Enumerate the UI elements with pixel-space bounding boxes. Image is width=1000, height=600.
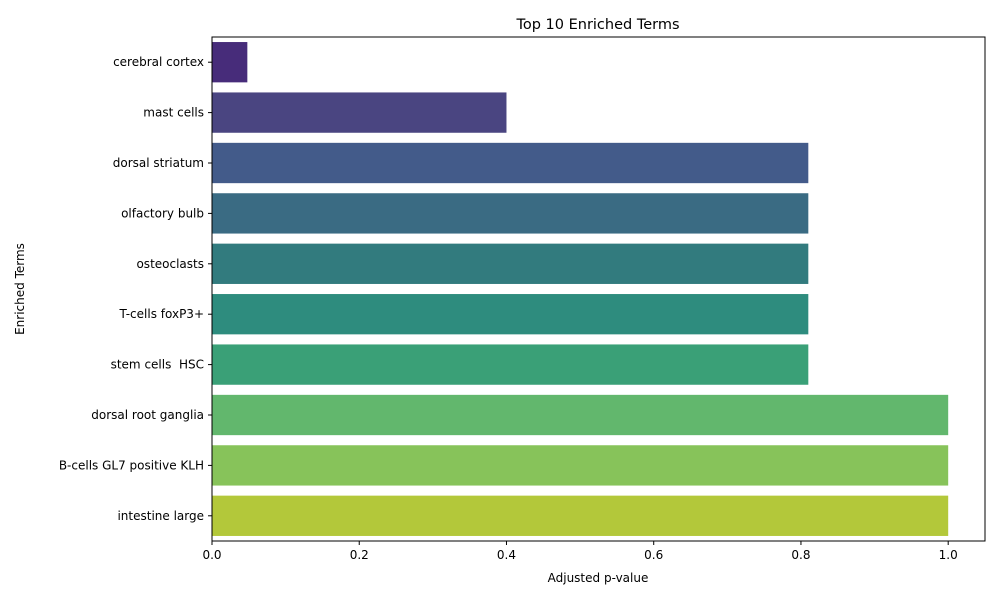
bar xyxy=(212,445,949,486)
y-tick-label: dorsal root ganglia xyxy=(91,408,204,422)
bar xyxy=(212,42,248,83)
y-tick-label: dorsal striatum xyxy=(113,156,204,170)
x-tick-label: 1.0 xyxy=(939,548,958,562)
y-tick-label: olfactory bulb xyxy=(121,206,204,220)
bar xyxy=(212,142,809,184)
bar xyxy=(212,344,809,385)
y-tick-group: cerebral cortex mast cells dorsal striatum… xyxy=(59,55,212,523)
y-tick-label: T-cells foxP3+ xyxy=(119,307,205,321)
y-tick-label: stem cells HSC xyxy=(111,358,204,372)
y-tick-label: osteoclasts xyxy=(136,257,204,271)
x-tick-label: 0.0 xyxy=(202,548,221,562)
x-tick-label: 0.6 xyxy=(644,548,663,562)
x-tick-label: 0.8 xyxy=(791,548,810,562)
x-tick-group: 0.0 0.2 0.4 0.6 0.8 1.0 xyxy=(202,541,958,562)
bar xyxy=(212,394,949,436)
y-tick-label: cerebral cortex xyxy=(113,55,204,69)
y-axis-title: Enriched Terms xyxy=(13,243,27,335)
bar xyxy=(212,495,949,536)
bar xyxy=(212,294,809,335)
x-tick-label: 0.2 xyxy=(350,548,369,562)
y-tick-label: intestine large xyxy=(117,509,204,523)
bar xyxy=(212,193,809,234)
x-tick-label: 0.4 xyxy=(497,548,516,562)
plot-frame xyxy=(211,36,986,542)
y-tick-label: mast cells xyxy=(143,106,204,120)
bars-group xyxy=(212,42,949,536)
x-axis-title: Adjusted p-value xyxy=(548,571,649,585)
y-tick-label: B-cells GL7 positive KLH xyxy=(59,458,204,472)
chart-title: Top 10 Enriched Terms xyxy=(515,17,679,33)
bar xyxy=(212,243,809,284)
bar xyxy=(212,92,507,133)
